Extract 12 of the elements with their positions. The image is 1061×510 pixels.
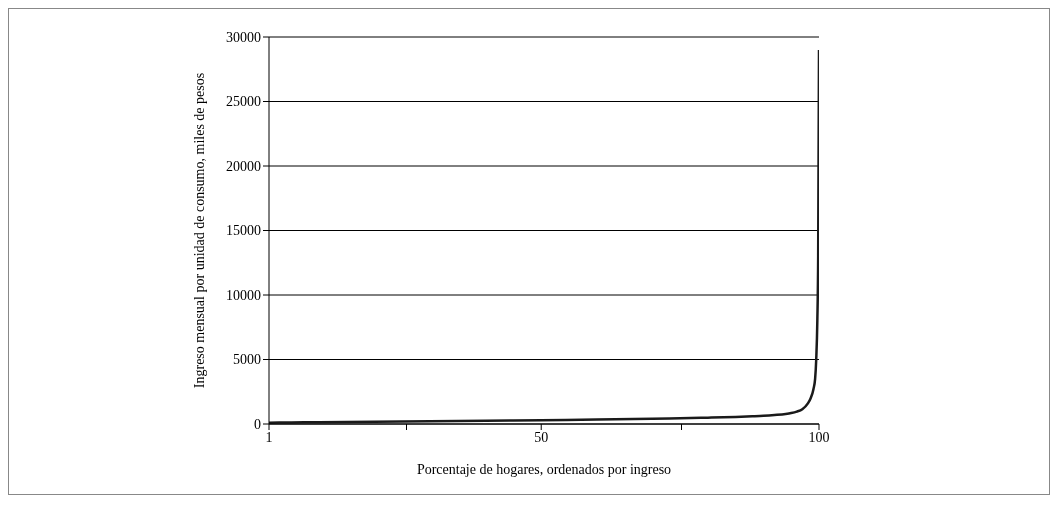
y-tick-label: 10000 [226, 287, 261, 303]
x-tick-label: 50 [534, 429, 549, 445]
y-tick-label: 30000 [226, 29, 261, 45]
y-tick-label: 25000 [226, 94, 261, 110]
x-axis-title: Porcentaje de hogares, ordenados por ingreso [416, 462, 672, 477]
y-axis-title: Ingreso mensual por unidad de consumo, miles de pesos [191, 72, 207, 389]
x-tick-label: 1 [265, 429, 273, 445]
y-tick-label: 15000 [226, 223, 261, 239]
x-tick-label: 100 [808, 429, 830, 445]
y-tick-label: 5000 [233, 352, 261, 368]
y-tick-label: 0 [254, 416, 261, 432]
y-tick-label: 20000 [226, 158, 261, 174]
